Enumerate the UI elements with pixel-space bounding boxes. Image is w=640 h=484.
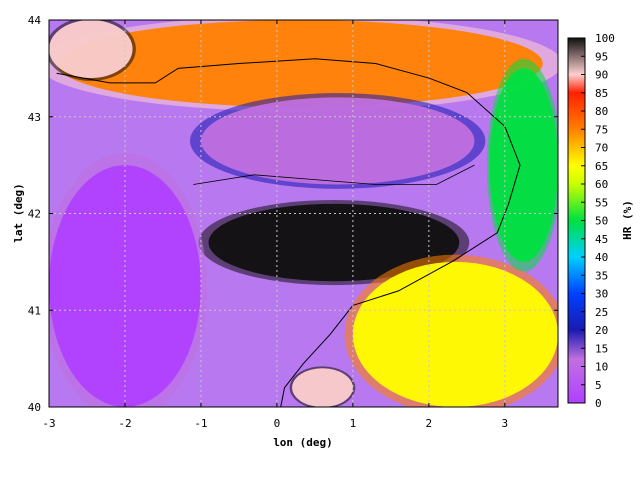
y-tick-label: 40 (28, 401, 41, 414)
field-region-mediterranean-east (352, 261, 558, 407)
field-region-bay-of-biscay-north (56, 20, 543, 108)
field-region-pyrenees-band (200, 97, 475, 185)
x-axis-title: lon (deg) (273, 436, 333, 449)
colorbar-tick-label: 85 (595, 87, 608, 100)
coastline-contours (56, 58, 521, 407)
colorbar-tick-label: 35 (595, 269, 608, 282)
y-axis-title: lat (deg) (12, 183, 25, 243)
x-tick-label: 0 (274, 417, 281, 430)
x-tick-label: -3 (42, 417, 55, 430)
colorbar-tick-label: 90 (595, 69, 608, 82)
x-axis-ticks: -3 -2 -1 0 1 2 3 (42, 20, 508, 430)
colorbar-tick-label: 65 (595, 160, 608, 173)
colorbar-tick-label: 5 (595, 379, 602, 392)
colorbar-tick-label: 20 (595, 324, 608, 337)
colorbar-tick-label: 25 (595, 306, 608, 319)
y-tick-label: 43 (28, 111, 41, 124)
x-tick-label: -1 (194, 417, 207, 430)
colorbar-tick-label: 30 (595, 288, 608, 301)
field-region-south-coast-plume (292, 368, 353, 407)
colorbar-tick-label: 95 (595, 50, 608, 63)
colorbar-tick-label: 45 (595, 233, 608, 246)
coastline (56, 58, 521, 407)
humidity-field (49, 20, 558, 407)
x-tick-label: 2 (426, 417, 433, 430)
field-region-northwest-corner (49, 20, 133, 79)
y-tick-label: 41 (28, 304, 41, 317)
y-tick-label: 44 (28, 14, 42, 27)
colorbar-tick-label: 55 (595, 196, 608, 209)
field-region-ebro-valley-core (208, 203, 460, 282)
x-tick-label: -2 (118, 417, 131, 430)
colorbar-tick-label: 15 (595, 342, 608, 355)
colorbar-tick-label: 40 (595, 251, 608, 264)
y-tick-label: 42 (28, 208, 41, 221)
colorbar-tick-label: 50 (595, 215, 608, 228)
colorbar-tick-label: 10 (595, 361, 608, 374)
colorbar-tick-label: 0 (595, 397, 602, 410)
colorbar-title: HR (%) (621, 200, 634, 240)
colorbar-tick-label: 70 (595, 142, 608, 155)
colorbar-tick-label: 80 (595, 105, 608, 118)
colorbar: 0 5 10 15 20 25 30 35 40 45 50 55 60 65 70 75 80 85 90 95 10… (567, 32, 615, 410)
field-region-gulf-of-lion (489, 68, 558, 262)
colorbar-tick-label: 100 (595, 32, 615, 45)
y-axis-ticks: 40 41 42 43 44 (28, 14, 558, 414)
colorbar-tick-label: 75 (595, 123, 608, 136)
x-tick-label: 1 (350, 417, 357, 430)
colorbar-tick-label: 60 (595, 178, 608, 191)
pyrenees-contour (193, 164, 475, 185)
x-tick-label: 3 (502, 417, 509, 430)
